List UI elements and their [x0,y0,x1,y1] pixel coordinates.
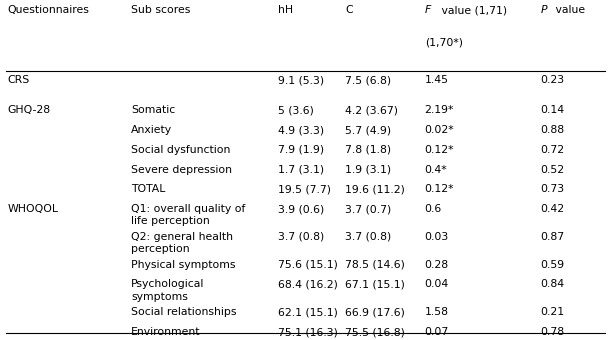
Text: 0.78: 0.78 [541,327,565,337]
Text: 9.1 (5.3): 9.1 (5.3) [278,75,324,85]
Text: 62.1 (15.1): 62.1 (15.1) [278,307,338,317]
Text: 0.6: 0.6 [425,204,442,214]
Text: 1.58: 1.58 [425,307,448,317]
Text: 2.19*: 2.19* [425,105,454,115]
Text: Social dysfunction: Social dysfunction [131,145,231,155]
Text: 75.1 (16.3): 75.1 (16.3) [278,327,338,337]
Text: CRS: CRS [7,75,29,85]
Text: Somatic: Somatic [131,105,175,115]
Text: 19.6 (11.2): 19.6 (11.2) [345,184,405,194]
Text: 0.02*: 0.02* [425,125,454,135]
Text: 7.9 (1.9): 7.9 (1.9) [278,145,324,155]
Text: 0.23: 0.23 [541,75,565,85]
Text: 0.87: 0.87 [541,232,565,242]
Text: 3.7 (0.8): 3.7 (0.8) [278,232,324,242]
Text: P: P [541,5,547,15]
Text: 5 (3.6): 5 (3.6) [278,105,314,115]
Text: 0.12*: 0.12* [425,145,454,155]
Text: GHQ-28: GHQ-28 [7,105,51,115]
Text: 0.03: 0.03 [425,232,449,242]
Text: Q1: overall quality of
life perception: Q1: overall quality of life perception [131,204,246,226]
Text: 3.7 (0.8): 3.7 (0.8) [345,232,392,242]
Text: Anxiety: Anxiety [131,125,172,135]
Text: 7.5 (6.8): 7.5 (6.8) [345,75,391,85]
Text: 7.8 (1.8): 7.8 (1.8) [345,145,391,155]
Text: 3.9 (0.6): 3.9 (0.6) [278,204,324,214]
Text: WHOQOL: WHOQOL [7,204,58,214]
Text: (1,70*): (1,70*) [425,37,463,47]
Text: 0.42: 0.42 [541,204,565,214]
Text: 0.59: 0.59 [541,260,565,270]
Text: 0.88: 0.88 [541,125,565,135]
Text: Severe depression: Severe depression [131,165,232,174]
Text: Questionnaires: Questionnaires [7,5,89,15]
Text: 0.4*: 0.4* [425,165,447,174]
Text: hH: hH [278,5,293,15]
Text: 68.4 (16.2): 68.4 (16.2) [278,279,338,289]
Text: 0.14: 0.14 [541,105,565,115]
Text: C: C [345,5,353,15]
Text: 0.84: 0.84 [541,279,565,289]
Text: 0.21: 0.21 [541,307,565,317]
Text: 75.5 (16.8): 75.5 (16.8) [345,327,405,337]
Text: 0.04: 0.04 [425,279,449,289]
Text: value: value [552,5,585,15]
Text: Q2: general health
perception: Q2: general health perception [131,232,233,254]
Text: Environment: Environment [131,327,201,337]
Text: 0.72: 0.72 [541,145,565,155]
Text: 67.1 (15.1): 67.1 (15.1) [345,279,405,289]
Text: 19.5 (7.7): 19.5 (7.7) [278,184,331,194]
Text: 1.7 (3.1): 1.7 (3.1) [278,165,324,174]
Text: 0.28: 0.28 [425,260,448,270]
Text: value (1,71): value (1,71) [438,5,507,15]
Text: 0.52: 0.52 [541,165,565,174]
Text: 1.9 (3.1): 1.9 (3.1) [345,165,391,174]
Text: 0.12*: 0.12* [425,184,454,194]
Text: Psychological
symptoms: Psychological symptoms [131,279,205,302]
Text: 0.73: 0.73 [541,184,565,194]
Text: 4.9 (3.3): 4.9 (3.3) [278,125,324,135]
Text: 1.45: 1.45 [425,75,448,85]
Text: 0.07: 0.07 [425,327,449,337]
Text: TOTAL: TOTAL [131,184,166,194]
Text: 75.6 (15.1): 75.6 (15.1) [278,260,338,270]
Text: Sub scores: Sub scores [131,5,191,15]
Text: 78.5 (14.6): 78.5 (14.6) [345,260,405,270]
Text: 5.7 (4.9): 5.7 (4.9) [345,125,391,135]
Text: Physical symptoms: Physical symptoms [131,260,236,270]
Text: F: F [425,5,431,15]
Text: Social relationships: Social relationships [131,307,237,317]
Text: 66.9 (17.6): 66.9 (17.6) [345,307,405,317]
Text: 4.2 (3.67): 4.2 (3.67) [345,105,398,115]
Text: 3.7 (0.7): 3.7 (0.7) [345,204,392,214]
